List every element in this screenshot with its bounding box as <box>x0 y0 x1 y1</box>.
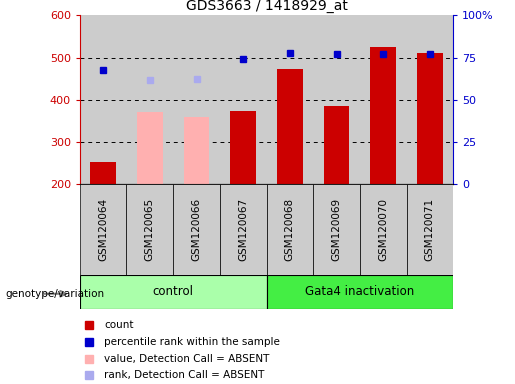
Text: control: control <box>152 285 194 298</box>
Text: GSM120066: GSM120066 <box>192 198 201 261</box>
Bar <box>267 15 313 184</box>
Text: GSM120064: GSM120064 <box>98 198 108 261</box>
Bar <box>220 184 267 275</box>
Bar <box>80 184 127 275</box>
Bar <box>324 106 349 184</box>
Text: genotype/variation: genotype/variation <box>5 289 104 299</box>
Bar <box>90 162 116 184</box>
Text: GSM120071: GSM120071 <box>425 198 435 261</box>
Bar <box>184 117 209 184</box>
Text: GSM120067: GSM120067 <box>238 198 248 261</box>
Text: GSM120065: GSM120065 <box>145 198 155 261</box>
Text: value, Detection Call = ABSENT: value, Detection Call = ABSENT <box>104 354 269 364</box>
Bar <box>173 15 220 184</box>
Bar <box>137 112 163 184</box>
Bar <box>127 184 173 275</box>
Title: GDS3663 / 1418929_at: GDS3663 / 1418929_at <box>185 0 348 13</box>
Bar <box>360 184 406 275</box>
Text: Gata4 inactivation: Gata4 inactivation <box>305 285 415 298</box>
Text: GSM120069: GSM120069 <box>332 198 341 261</box>
Bar <box>360 15 406 184</box>
Bar <box>313 15 360 184</box>
Bar <box>313 184 360 275</box>
Bar <box>173 184 220 275</box>
Text: GSM120070: GSM120070 <box>378 198 388 261</box>
Bar <box>406 15 453 184</box>
Text: percentile rank within the sample: percentile rank within the sample <box>104 337 280 347</box>
Bar <box>267 184 313 275</box>
Bar <box>127 15 173 184</box>
Bar <box>417 53 443 184</box>
Bar <box>80 275 267 309</box>
Text: GSM120068: GSM120068 <box>285 198 295 261</box>
Bar <box>80 15 127 184</box>
Text: count: count <box>104 320 133 330</box>
Text: rank, Detection Call = ABSENT: rank, Detection Call = ABSENT <box>104 371 265 381</box>
Bar <box>370 47 396 184</box>
Bar <box>277 70 303 184</box>
Bar <box>220 15 267 184</box>
Bar <box>230 111 256 184</box>
Bar <box>267 275 453 309</box>
Bar <box>406 184 453 275</box>
